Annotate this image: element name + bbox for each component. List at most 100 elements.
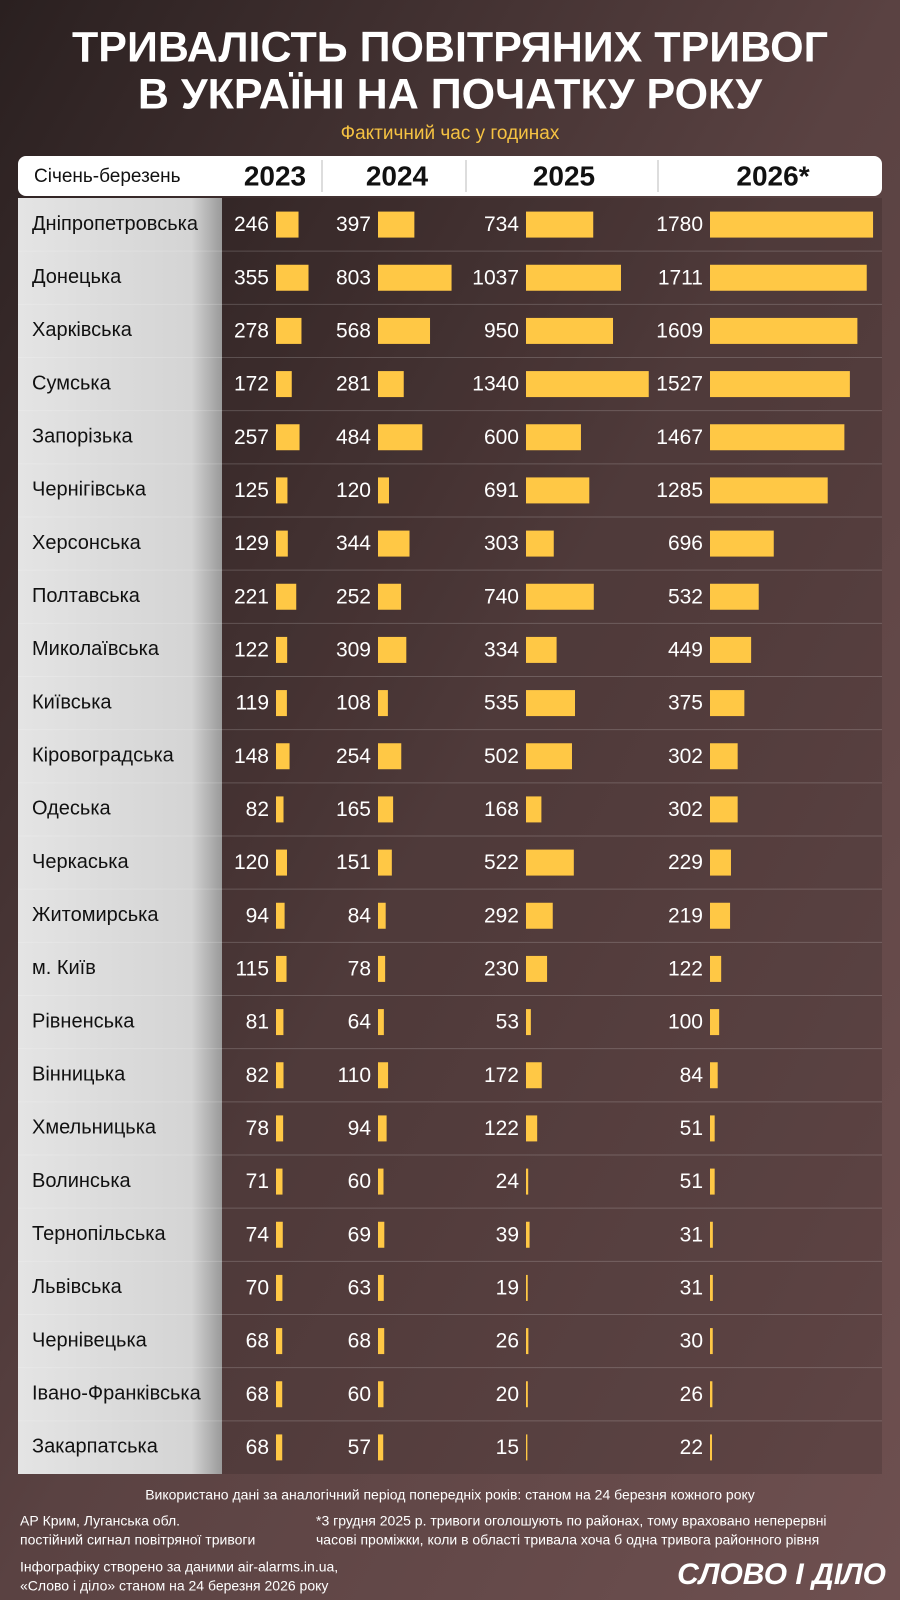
value-label: 110 bbox=[338, 1064, 371, 1087]
bar bbox=[710, 955, 722, 982]
value-label: 803 bbox=[336, 266, 371, 289]
bar bbox=[526, 955, 548, 982]
value-label: 302 bbox=[668, 798, 703, 821]
value-label: 120 bbox=[336, 479, 371, 502]
bar bbox=[378, 1009, 384, 1036]
bar bbox=[276, 211, 299, 238]
bar bbox=[276, 371, 292, 398]
region-label: Черкаська bbox=[32, 851, 129, 873]
bar bbox=[710, 371, 850, 398]
bar bbox=[378, 1062, 389, 1089]
value-label: 375 bbox=[668, 692, 703, 715]
bar bbox=[378, 1115, 387, 1142]
column-header: 2024 bbox=[366, 160, 429, 191]
value-label: 281 bbox=[336, 373, 371, 396]
value-label: 151 bbox=[336, 851, 371, 874]
title-line: В УКРАЇНІ НА ПОЧАТКУ РОКУ bbox=[138, 70, 763, 118]
bar bbox=[526, 902, 553, 929]
region-label: Житомирська bbox=[32, 904, 159, 926]
period-label: Січень-березень bbox=[34, 166, 181, 187]
bar bbox=[378, 955, 386, 982]
value-label: 600 bbox=[484, 426, 519, 449]
bar bbox=[276, 1009, 284, 1036]
value-label: 69 bbox=[348, 1223, 371, 1246]
bar bbox=[710, 1062, 718, 1089]
value-label: 172 bbox=[234, 373, 269, 396]
bar bbox=[526, 1168, 529, 1195]
value-label: 74 bbox=[246, 1223, 270, 1246]
bar bbox=[526, 371, 649, 398]
region-label: Миколаївська bbox=[32, 638, 160, 660]
value-label: 734 bbox=[484, 213, 519, 236]
value-label: 70 bbox=[246, 1276, 269, 1299]
value-label: 122 bbox=[668, 957, 703, 980]
column-header: 2023 bbox=[244, 160, 306, 191]
value-label: 51 bbox=[680, 1117, 703, 1140]
note: «Слово і діло» станом на 24 березня 2026… bbox=[20, 1578, 328, 1594]
column-header: 2026* bbox=[736, 160, 809, 191]
value-label: 344 bbox=[336, 532, 371, 555]
bar bbox=[378, 530, 410, 557]
bar bbox=[710, 1009, 720, 1036]
bar bbox=[710, 530, 774, 557]
bar bbox=[526, 424, 581, 451]
region-label: Рівненська bbox=[32, 1010, 135, 1032]
bar bbox=[378, 1434, 384, 1461]
bar bbox=[378, 1274, 384, 1301]
value-label: 64 bbox=[348, 1011, 372, 1034]
value-label: 30 bbox=[680, 1330, 703, 1353]
value-label: 53 bbox=[496, 1011, 519, 1034]
bar bbox=[276, 530, 288, 557]
bar bbox=[276, 636, 288, 663]
region-label: Вінницька bbox=[32, 1064, 126, 1086]
value-label: 22 bbox=[680, 1436, 703, 1459]
bar bbox=[526, 1274, 528, 1301]
value-label: 78 bbox=[348, 957, 371, 980]
bar bbox=[378, 743, 402, 770]
value-label: 94 bbox=[348, 1117, 372, 1140]
value-label: 60 bbox=[348, 1170, 371, 1193]
bar bbox=[526, 1062, 542, 1089]
bar bbox=[526, 1328, 529, 1355]
bar bbox=[710, 849, 731, 876]
value-label: 20 bbox=[496, 1383, 519, 1406]
value-label: 57 bbox=[348, 1436, 371, 1459]
value-label: 63 bbox=[348, 1276, 371, 1299]
bar bbox=[378, 1328, 385, 1355]
bar bbox=[276, 424, 300, 451]
region-label: Чернігівська bbox=[32, 479, 147, 501]
value-label: 535 bbox=[484, 692, 519, 715]
bar bbox=[526, 1381, 528, 1408]
bar bbox=[710, 690, 745, 717]
region-label: Одеська bbox=[32, 798, 112, 820]
bar bbox=[378, 211, 415, 238]
value-label: 449 bbox=[668, 638, 703, 661]
note: часові проміжки, коли в області тривала … bbox=[316, 1532, 819, 1548]
value-label: 502 bbox=[484, 745, 519, 768]
value-label: 165 bbox=[336, 798, 371, 821]
bar bbox=[276, 1328, 283, 1355]
title-line: ТРИВАЛІСТЬ ПОВІТРЯНИХ ТРИВОГ bbox=[72, 23, 828, 71]
bar bbox=[710, 1328, 713, 1355]
value-label: 302 bbox=[668, 745, 703, 768]
value-label: 246 bbox=[234, 213, 269, 236]
bar bbox=[276, 477, 288, 504]
value-label: 81 bbox=[246, 1011, 269, 1034]
region-label: Сумська bbox=[32, 372, 112, 394]
value-label: 26 bbox=[496, 1330, 519, 1353]
value-label: 122 bbox=[234, 638, 269, 661]
value-label: 229 bbox=[668, 851, 703, 874]
value-label: 1527 bbox=[656, 373, 703, 396]
value-label: 484 bbox=[336, 426, 371, 449]
region-label: Дніпропетровська bbox=[32, 213, 199, 235]
bar bbox=[378, 583, 402, 610]
bar bbox=[276, 317, 302, 344]
bar bbox=[526, 211, 594, 238]
region-label: Харківська bbox=[32, 319, 133, 341]
value-label: 51 bbox=[680, 1170, 703, 1193]
bar bbox=[710, 743, 738, 770]
bar bbox=[276, 690, 287, 717]
column-header: 2025 bbox=[533, 160, 595, 191]
value-label: 71 bbox=[246, 1170, 269, 1193]
bar bbox=[378, 1221, 385, 1248]
